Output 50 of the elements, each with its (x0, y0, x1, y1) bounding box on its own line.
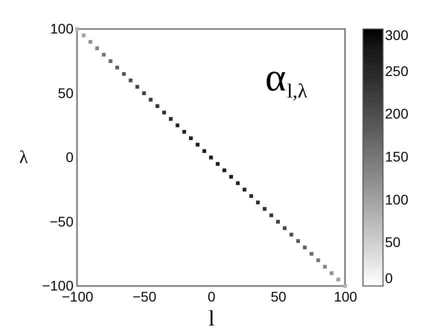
point (262, 207, 266, 211)
point (168, 117, 173, 121)
color-bar-label: 200 (385, 106, 409, 122)
color-bar-label: 150 (385, 148, 409, 164)
color-bar-label: 50 (385, 234, 401, 250)
x-axis-title: l (208, 306, 215, 327)
x-tick-label: 0 (208, 288, 216, 304)
point (249, 194, 254, 198)
x-tick-label: −50 (132, 288, 157, 304)
y-tick-label: −50 (50, 213, 74, 230)
point (82, 34, 86, 38)
point (276, 220, 280, 224)
point (95, 46, 99, 50)
point (142, 91, 146, 96)
point (343, 284, 347, 288)
point (162, 110, 166, 114)
point (209, 156, 213, 160)
y-tick-label: 100 (50, 20, 74, 36)
point (196, 142, 200, 147)
color-bar-label: 100 (385, 191, 409, 208)
point (75, 27, 79, 31)
point (256, 200, 260, 204)
point (128, 78, 132, 82)
color-bar-label: 250 (385, 62, 409, 79)
x-tick-label: 100 (334, 288, 358, 304)
point (189, 136, 193, 140)
y-tick-label: 50 (58, 84, 74, 101)
y-axis-title: λ (19, 147, 28, 167)
point (88, 40, 92, 44)
color-bar-label: 300 (385, 27, 409, 43)
point (222, 168, 226, 172)
point (108, 59, 112, 63)
point (176, 124, 180, 128)
point (323, 264, 327, 269)
point (115, 66, 120, 70)
point (302, 246, 307, 250)
point (290, 232, 294, 236)
point (242, 188, 246, 192)
point (229, 174, 233, 179)
point (156, 104, 160, 108)
point (202, 149, 206, 153)
point (296, 239, 300, 243)
point (216, 162, 220, 166)
point (336, 278, 340, 282)
point (122, 72, 126, 76)
y-tick-label: 0 (66, 149, 74, 165)
x-tick-label: 50 (270, 288, 286, 304)
point (330, 271, 334, 276)
point (310, 252, 314, 256)
color-bar-label: 0 (385, 270, 393, 286)
